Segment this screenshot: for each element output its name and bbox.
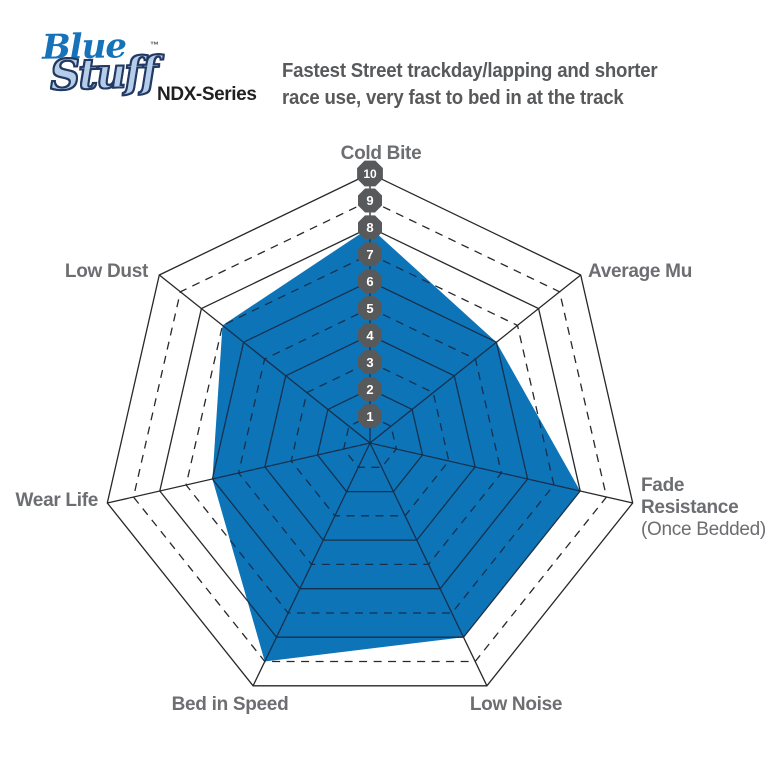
axis-label-average-mu: Average Mu bbox=[588, 261, 692, 282]
radar-tick-badges: 1 2 3 4 5 6 7 8 9 10 bbox=[357, 160, 383, 429]
axis-label-wear-life: Wear Life bbox=[15, 490, 99, 511]
svg-text:4: 4 bbox=[366, 328, 374, 343]
series-label: NDX-Series bbox=[157, 84, 257, 105]
product-description: Fastest Street trackday/lapping and shor… bbox=[282, 58, 658, 112]
description-line-2: race use, very fast to bed in at the tra… bbox=[282, 87, 624, 109]
logo-word-stuff: Stuff bbox=[48, 46, 158, 101]
axis-label-cold-bite: Cold Bite bbox=[340, 143, 422, 164]
axis-label-fade-resistance: Fade Resistance (Once Bedded) bbox=[641, 475, 766, 541]
axis-label-bed-in-speed: Bed in Speed bbox=[171, 694, 289, 715]
trademark-symbol: ™ bbox=[150, 40, 159, 50]
svg-text:7: 7 bbox=[366, 247, 373, 262]
fade-label-line-2: Resistance bbox=[641, 497, 739, 518]
svg-text:6: 6 bbox=[366, 274, 373, 289]
axis-label-low-dust: Low Dust bbox=[64, 261, 148, 282]
svg-text:9: 9 bbox=[366, 193, 373, 208]
axis-label-low-noise: Low Noise bbox=[469, 694, 563, 715]
svg-text:2: 2 bbox=[366, 382, 373, 397]
svg-text:1: 1 bbox=[366, 409, 373, 424]
fade-label-line-1: Fade bbox=[641, 475, 685, 496]
svg-text:8: 8 bbox=[366, 220, 373, 235]
radar-value-polygon bbox=[212, 227, 581, 662]
svg-text:5: 5 bbox=[366, 301, 373, 316]
description-line-1: Fastest Street trackday/lapping and shor… bbox=[282, 60, 658, 82]
svg-text:3: 3 bbox=[366, 355, 373, 370]
fade-label-sublabel: (Once Bedded) bbox=[641, 519, 766, 540]
svg-text:10: 10 bbox=[363, 167, 377, 181]
